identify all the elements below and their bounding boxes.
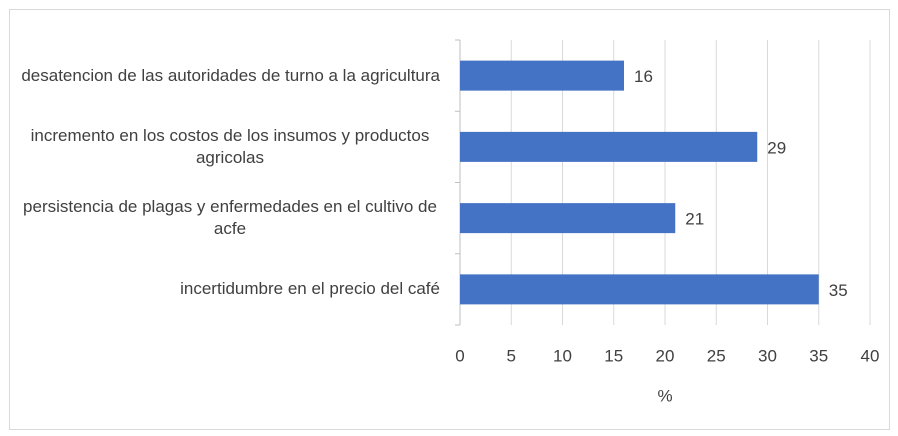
y-tick-label: incremento en los costos de los insumos … <box>20 111 440 182</box>
y-tick-label: desatencion de las autoridades de turno … <box>20 40 440 111</box>
data-label: 16 <box>634 67 653 86</box>
bar <box>460 131 758 162</box>
x-tick-label: 25 <box>707 346 726 365</box>
y-tick-label: incertidumbre en el precio del café <box>20 254 440 325</box>
x-tick-label: 15 <box>604 346 623 365</box>
x-tick-label: 35 <box>809 346 828 365</box>
bar <box>460 274 819 305</box>
y-tick-text: desatencion de las autoridades de turno … <box>21 65 440 85</box>
bar <box>460 203 676 234</box>
x-tick-label: 30 <box>758 346 777 365</box>
x-tick-label: 0 <box>455 346 464 365</box>
y-tick-text: incremento en los costos de los insumos … <box>30 125 430 167</box>
y-tick-label: persistencia de plagas y enfermedades en… <box>20 183 440 254</box>
y-tick-text: incertidumbre en el precio del café <box>180 279 440 299</box>
x-axis-title: % <box>657 386 672 405</box>
data-label: 35 <box>829 281 848 300</box>
data-label: 21 <box>685 210 704 229</box>
y-tick-text: persistencia de plagas y enfermedades en… <box>23 197 437 239</box>
bar <box>460 60 624 91</box>
x-tick-label: 20 <box>656 346 675 365</box>
x-tick-label: 10 <box>553 346 572 365</box>
x-tick-label: 40 <box>861 346 880 365</box>
chart-border <box>9 9 890 430</box>
x-tick-label: 5 <box>507 346 516 365</box>
data-label: 29 <box>767 138 786 157</box>
